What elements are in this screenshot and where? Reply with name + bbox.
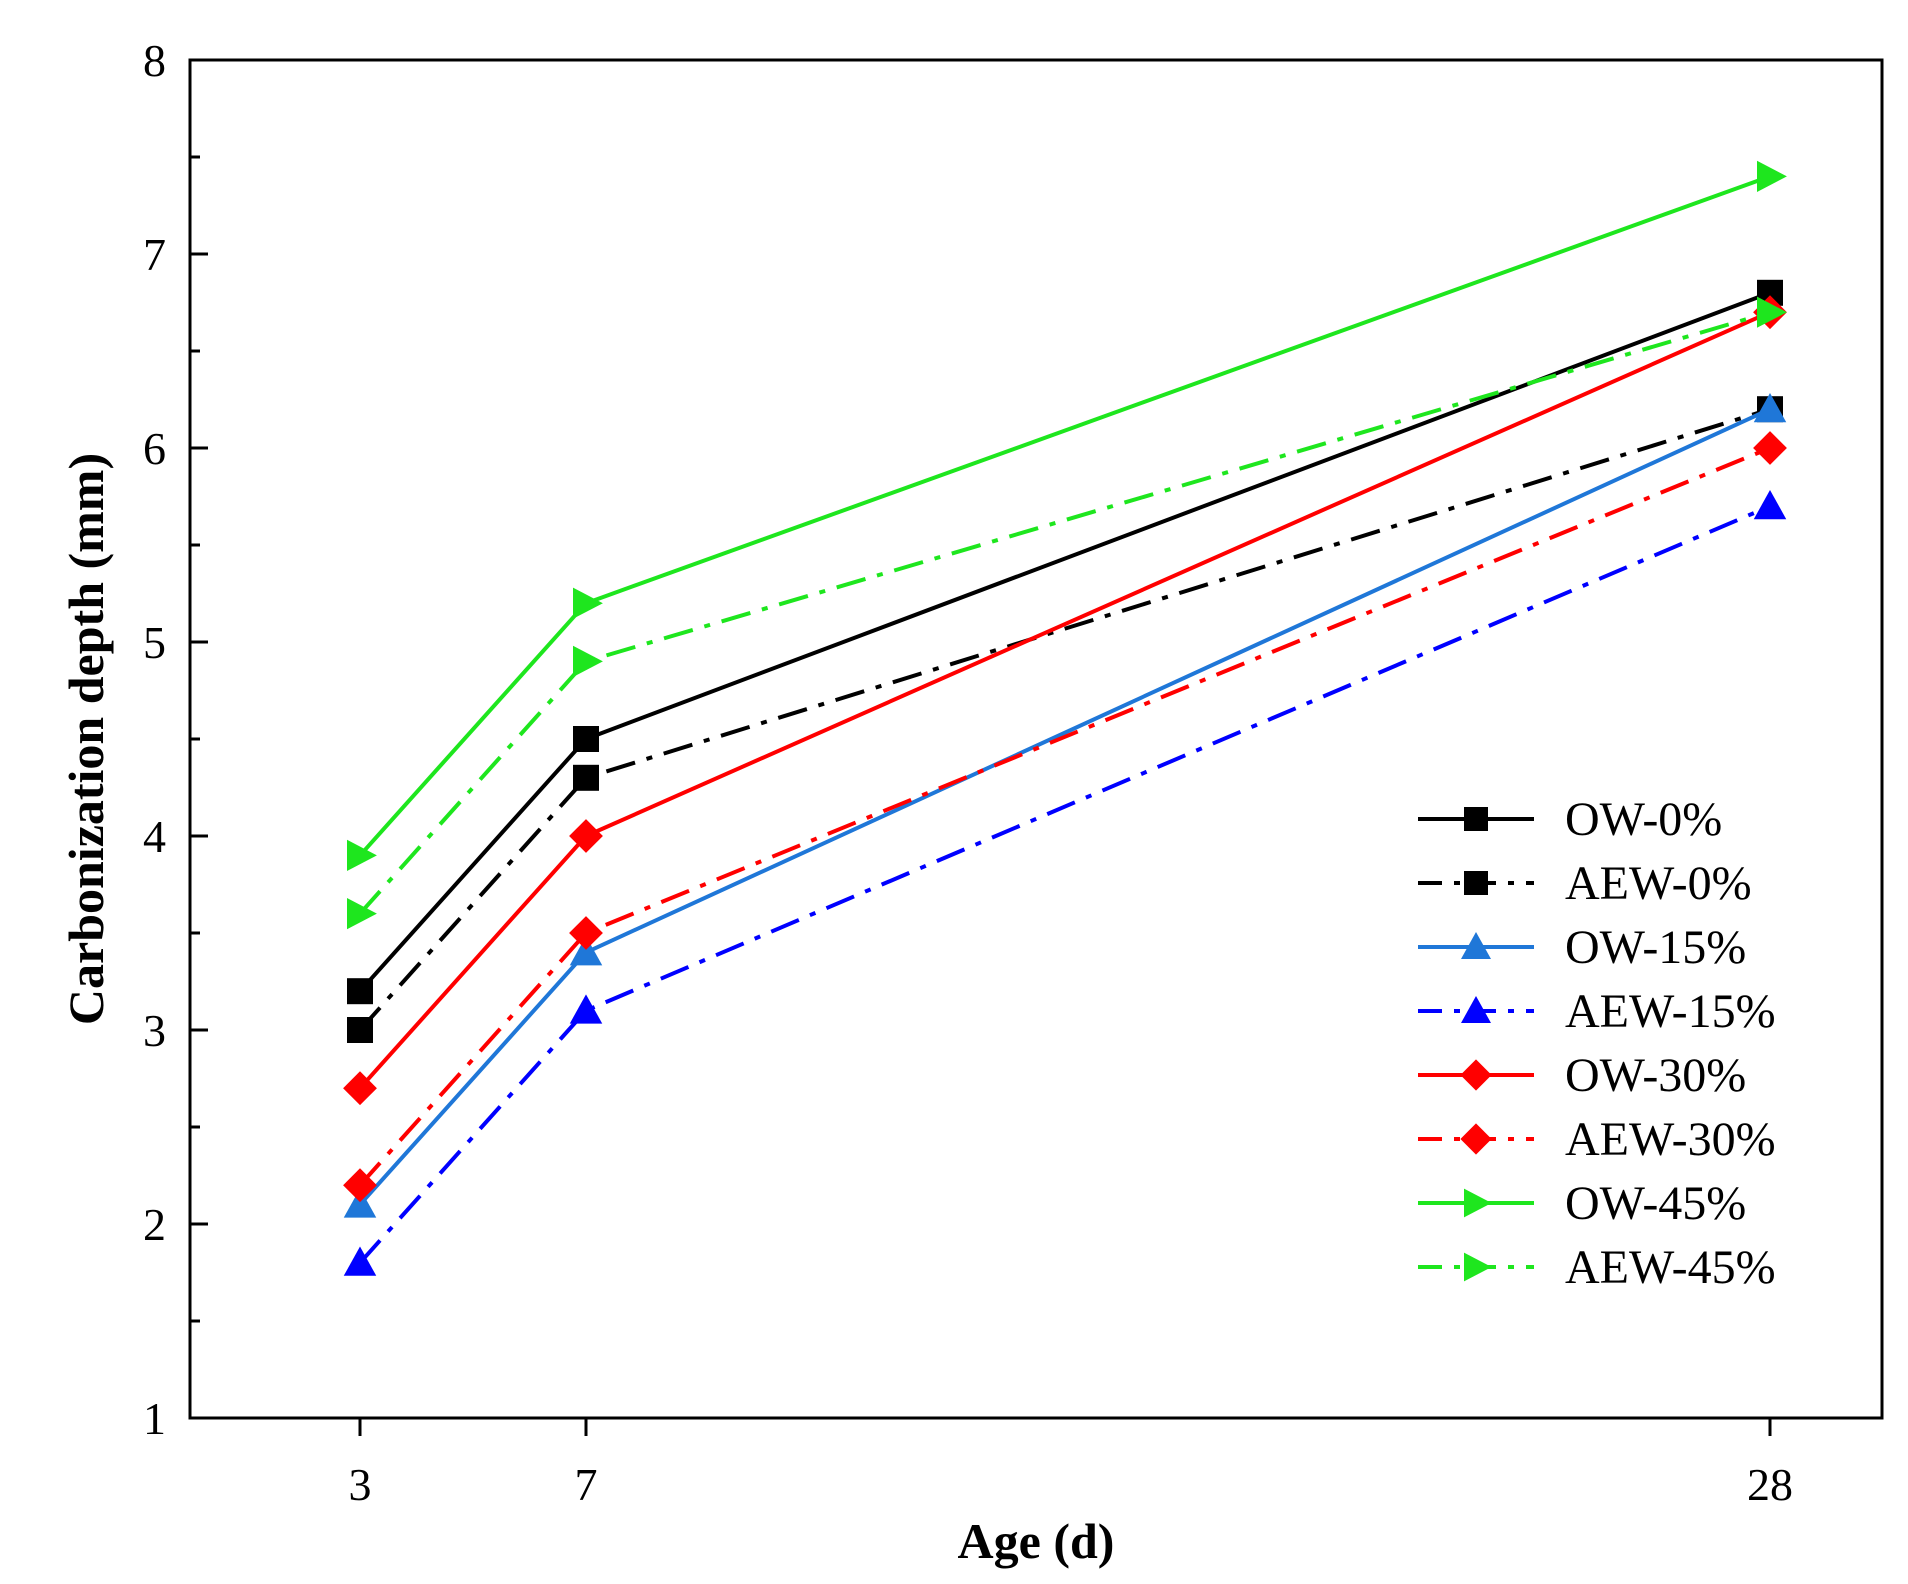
series-layer	[343, 160, 1787, 1276]
legend-label: AEW-30%	[1565, 1113, 1776, 1166]
y-tick-label: 5	[143, 617, 166, 668]
marker-square	[347, 1017, 373, 1043]
series-line	[358, 407, 1771, 1032]
marker-triangle	[569, 994, 603, 1024]
y-tick-label: 8	[143, 35, 166, 86]
marker-triangle-right	[573, 587, 603, 619]
series-line	[358, 290, 1771, 993]
series-AEW-45%	[347, 296, 1787, 930]
x-axis-ticks: 3 7 28	[349, 1418, 1793, 1510]
y-tick-label: 2	[143, 1199, 166, 1250]
marker-triangle-right	[347, 898, 377, 930]
legend-label: OW-15%	[1565, 921, 1746, 974]
marker-diamond	[343, 1071, 377, 1106]
marker-square	[347, 978, 373, 1005]
legend-label: OW-0%	[1565, 793, 1722, 846]
legend-label: OW-45%	[1565, 1177, 1746, 1230]
marker-triangle	[1461, 996, 1491, 1023]
marker-square	[573, 726, 599, 752]
marker-diamond	[1460, 1123, 1492, 1155]
marker-triangle-right	[1757, 160, 1787, 192]
y-tick-label: 6	[143, 423, 166, 474]
series-AEW-15%	[343, 489, 1787, 1276]
marker-square	[573, 764, 599, 791]
marker-square	[1464, 807, 1488, 831]
y-axis-ticks: 1 2 3 4 5 6 7 8	[143, 35, 208, 1444]
series-OW-15%	[343, 392, 1787, 1218]
legend-item: OW-15%	[1418, 921, 1746, 974]
marker-triangle	[1461, 932, 1491, 959]
x-tick-label: 3	[349, 1459, 372, 1510]
marker-triangle	[1753, 489, 1787, 520]
legend-item: AEW-15%	[1418, 985, 1776, 1038]
legend-label: AEW-0%	[1565, 857, 1752, 910]
y-axis-title: Carbonization depth (mm)	[58, 453, 114, 1025]
series-OW-45%	[347, 160, 1787, 871]
x-tick-label: 7	[575, 1459, 598, 1510]
marker-triangle	[569, 936, 603, 966]
y-tick-label: 3	[143, 1005, 166, 1056]
x-tick-label: 28	[1747, 1459, 1793, 1510]
x-axis-title: Age (d)	[958, 1513, 1115, 1569]
legend-label: OW-30%	[1565, 1049, 1746, 1102]
marker-square	[1464, 871, 1488, 895]
marker-triangle	[343, 1246, 377, 1276]
legend-item: AEW-45%	[1418, 1241, 1776, 1294]
marker-triangle-right	[1757, 296, 1787, 328]
marker-diamond	[343, 1168, 377, 1203]
y-tick-label: 1	[143, 1393, 166, 1444]
marker-triangle-right	[573, 645, 603, 677]
marker-diamond	[1753, 431, 1787, 465]
marker-diamond	[1460, 1059, 1492, 1091]
marker-diamond	[569, 916, 603, 950]
legend-label: AEW-15%	[1565, 985, 1776, 1038]
legend-label: AEW-45%	[1565, 1241, 1776, 1294]
legend-item: OW-30%	[1418, 1049, 1746, 1102]
series-line	[358, 310, 1771, 915]
legend-item: OW-45%	[1418, 1177, 1746, 1230]
marker-triangle-right	[347, 839, 377, 871]
y-tick-label: 7	[143, 229, 166, 280]
marker-triangle	[1753, 392, 1787, 423]
legend-item: AEW-0%	[1418, 857, 1752, 910]
marker-triangle-right	[1464, 1188, 1492, 1218]
legend-item: OW-0%	[1418, 793, 1722, 846]
series-OW-0%	[347, 279, 1783, 1005]
series-AEW-30%	[343, 431, 1787, 1203]
legend: OW-0% AEW-0% OW-15% AEW-15% OW-30% AEW-30% OW-…	[1418, 793, 1776, 1294]
y-tick-label: 4	[143, 811, 166, 862]
legend-item: AEW-30%	[1418, 1113, 1776, 1166]
marker-triangle	[343, 1188, 377, 1218]
marker-diamond	[569, 819, 603, 853]
marker-triangle-right	[1464, 1252, 1492, 1282]
